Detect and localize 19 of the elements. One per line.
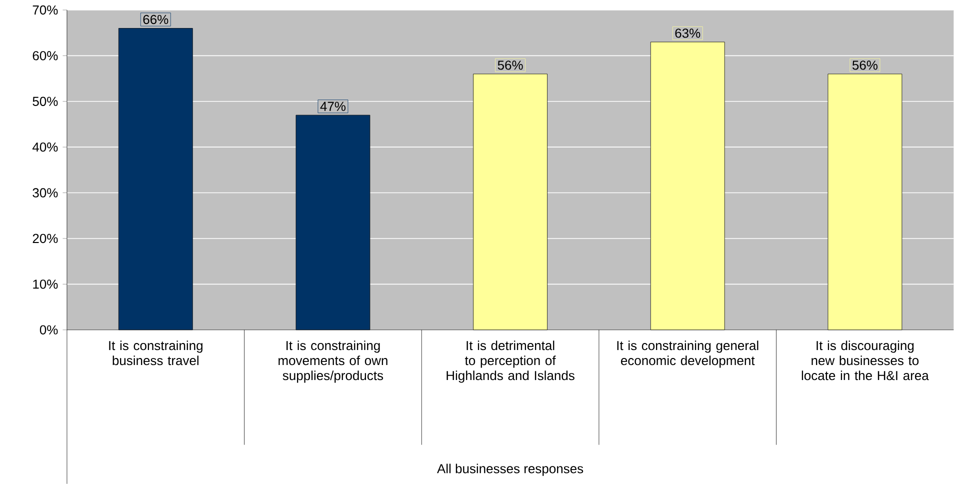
y-tick-label: 40% [32,142,58,152]
text: All businesses responses [437,464,584,476]
data-label: 56% [498,60,523,70]
x-tick-label: It is discouraging new businesses to locate in the H&I area [802,340,929,380]
y-tick-label: 0% [40,325,58,334]
y-tick-label: 20% [32,234,58,244]
y-tick-label: 60% [32,51,58,60]
x-tick-label: It is constraining business travel [109,340,202,366]
y-tick-label: 50% [32,96,58,106]
y-tick-label: 30% [32,188,58,198]
x-tick-label: It is detrimental to perception of Highlands and Islands [446,340,574,383]
y-tick-label: 10% [33,280,58,289]
y-tick-label: 70% [32,5,58,15]
data-label: 47% [320,102,346,111]
data-label: 56% [852,60,878,70]
data-label: 63% [675,28,700,38]
x-tick-label: It is constraining general economic development [617,340,758,368]
data-label: 66% [143,14,168,24]
x-tick-label: It is constraining movements of own supplies/products [278,340,388,383]
